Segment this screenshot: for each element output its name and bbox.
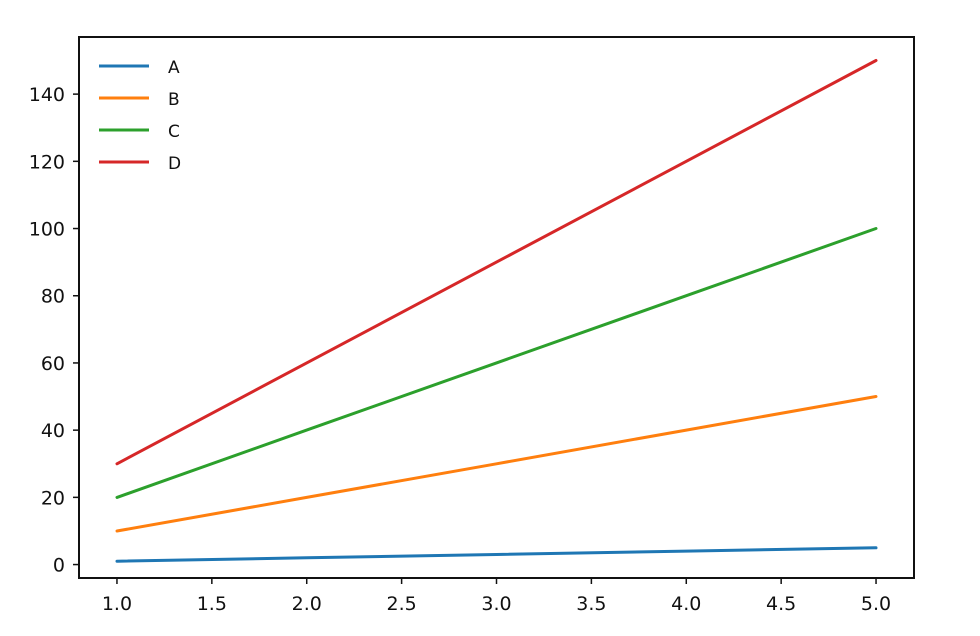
x-tick-label: 4.5 <box>766 593 796 615</box>
legend-item-c: C <box>99 122 180 142</box>
x-tick-label: 3.0 <box>481 593 511 615</box>
x-tick-label: 1.5 <box>197 593 227 615</box>
x-tick-label: 5.0 <box>861 593 891 615</box>
x-tick-label: 3.5 <box>576 593 606 615</box>
y-tick-label: 140 <box>29 84 65 106</box>
x-tick-label: 1.0 <box>102 593 132 615</box>
legend-item-d: D <box>99 154 181 174</box>
legend-label: B <box>168 90 180 110</box>
legend-item-a: A <box>99 58 180 78</box>
y-tick-label: 120 <box>29 151 65 173</box>
series-line-b <box>115 395 878 533</box>
legend-label: A <box>168 58 180 78</box>
legend-label: C <box>168 122 180 142</box>
y-axis: 0 20 40 60 80 100 120 140 <box>29 84 79 577</box>
y-tick-label: 20 <box>41 487 65 509</box>
x-axis: 1.0 1.5 2.0 2.5 3.0 3.5 4.0 4.5 5.0 <box>102 578 891 615</box>
x-tick-label: 2.0 <box>292 593 322 615</box>
x-tick-label: 2.5 <box>387 593 417 615</box>
legend-item-b: B <box>99 90 180 110</box>
y-tick-label: 40 <box>41 420 65 442</box>
y-tick-label: 0 <box>53 555 65 577</box>
y-tick-label: 60 <box>41 353 65 375</box>
series-line-a <box>115 546 878 563</box>
series-line-d <box>115 59 878 466</box>
x-tick-label: 4.0 <box>671 593 701 615</box>
y-tick-label: 80 <box>41 286 65 308</box>
series-layer <box>115 59 878 563</box>
series-line-c <box>115 227 878 499</box>
legend-label: D <box>168 154 181 174</box>
y-tick-label: 100 <box>29 219 65 241</box>
